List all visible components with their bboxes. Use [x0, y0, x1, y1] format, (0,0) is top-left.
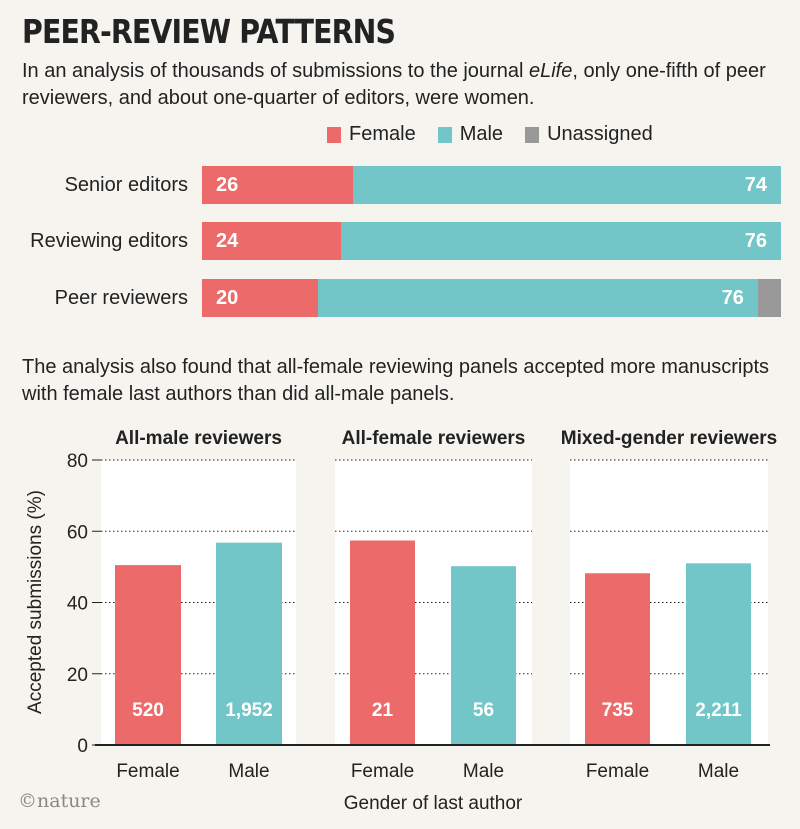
- subtitle-text-2: , only one-fifth of peer reviewers, and …: [22, 60, 766, 109]
- row-label-peer-reviewers: Peer reviewers: [54, 287, 188, 309]
- legend: Female Male Unassigned: [327, 123, 675, 146]
- bar-mixed-gender-reviewers-female: [585, 573, 650, 745]
- bar-label-reviewing-editors-male: 76: [744, 230, 767, 252]
- panel-title-all-male-reviewers: All-male reviewers: [115, 428, 282, 449]
- count-label-all-male-reviewers-female: 520: [132, 700, 164, 721]
- legend-female-swatch: [327, 126, 341, 143]
- legend-female-label: Female: [349, 123, 416, 145]
- legend-male: Male: [437, 123, 504, 146]
- bar-label-senior-editors-male: 74: [744, 174, 767, 196]
- y-tick-60: 60: [67, 522, 88, 543]
- y-tick-40: 40: [67, 594, 88, 615]
- bar-label-senior-editors-female: 26: [216, 174, 239, 196]
- bar-label-peer-reviewers-female: 20: [216, 287, 239, 309]
- count-label-mixed-gender-reviewers-female: 735: [602, 700, 634, 721]
- bar-all-male-reviewers-female: [115, 565, 181, 745]
- x-tick-mixed-gender-reviewers-female: Female: [586, 761, 649, 782]
- legend-female: Female: [327, 123, 416, 146]
- x-tick-all-male-reviewers-female: Female: [116, 761, 179, 782]
- subtitle-text-1: In an analysis of thousands of submissio…: [22, 60, 529, 82]
- bar-reviewing-editors-female: [202, 222, 341, 260]
- bar-reviewing-editors-male: [340, 222, 781, 260]
- row-label-senior-editors: Senior editors: [64, 174, 188, 196]
- y-tick-0: 0: [77, 736, 88, 757]
- subtitle: In an analysis of thousands of submissio…: [22, 58, 792, 112]
- bar-all-female-reviewers-female: [350, 540, 415, 745]
- legend-unassigned: Unassigned: [525, 123, 653, 146]
- bar-all-female-reviewers-male: [451, 566, 516, 745]
- y-tick-80: 80: [67, 451, 88, 472]
- x-tick-all-male-reviewers-male: Male: [228, 761, 269, 782]
- count-label-all-female-reviewers-female: 21: [372, 700, 394, 721]
- x-tick-all-female-reviewers-female: Female: [351, 761, 414, 782]
- count-label-mixed-gender-reviewers-male: 2,211: [695, 700, 742, 721]
- x-axis-label: Gender of last author: [344, 793, 523, 814]
- y-axis-label: Accepted submissions (%): [25, 490, 46, 714]
- row-label-reviewing-editors: Reviewing editors: [30, 230, 188, 252]
- count-label-all-female-reviewers-male: 56: [473, 700, 494, 721]
- page-title: PEER-REVIEW PATTERNS: [22, 12, 396, 51]
- bar-all-male-reviewers-male: [216, 542, 282, 745]
- legend-unassigned-swatch: [525, 126, 540, 143]
- bar-senior-editors-male: [352, 166, 781, 204]
- x-tick-mixed-gender-reviewers-male: Male: [698, 761, 739, 782]
- journal-name: eLife: [528, 60, 573, 82]
- bar-senior-editors-female: [202, 166, 353, 204]
- bar-peer-reviewers-male: [317, 279, 758, 317]
- nature-logo: ©nature: [18, 790, 101, 812]
- bar-peer-reviewers-female: [202, 279, 318, 317]
- bar-label-peer-reviewers-male: 76: [721, 287, 744, 309]
- legend-male-swatch: [437, 126, 452, 143]
- y-tick-20: 20: [67, 665, 88, 686]
- bar-mixed-gender-reviewers-male: [686, 563, 751, 745]
- bar-label-reviewing-editors-female: 24: [216, 230, 239, 252]
- count-label-all-male-reviewers-male: 1,952: [225, 700, 273, 721]
- panel-title-mixed-gender-reviewers: Mixed-gender reviewers: [561, 428, 777, 449]
- x-tick-all-female-reviewers-male: Male: [463, 761, 504, 782]
- legend-male-label: Male: [459, 123, 504, 145]
- analysis-note: The analysis also found that all-female …: [22, 356, 770, 405]
- legend-unassigned-label: Unassigned: [547, 123, 653, 145]
- bar-peer-reviewers-unassigned: [757, 279, 781, 317]
- panel-title-all-female-reviewers: All-female reviewers: [342, 428, 526, 449]
